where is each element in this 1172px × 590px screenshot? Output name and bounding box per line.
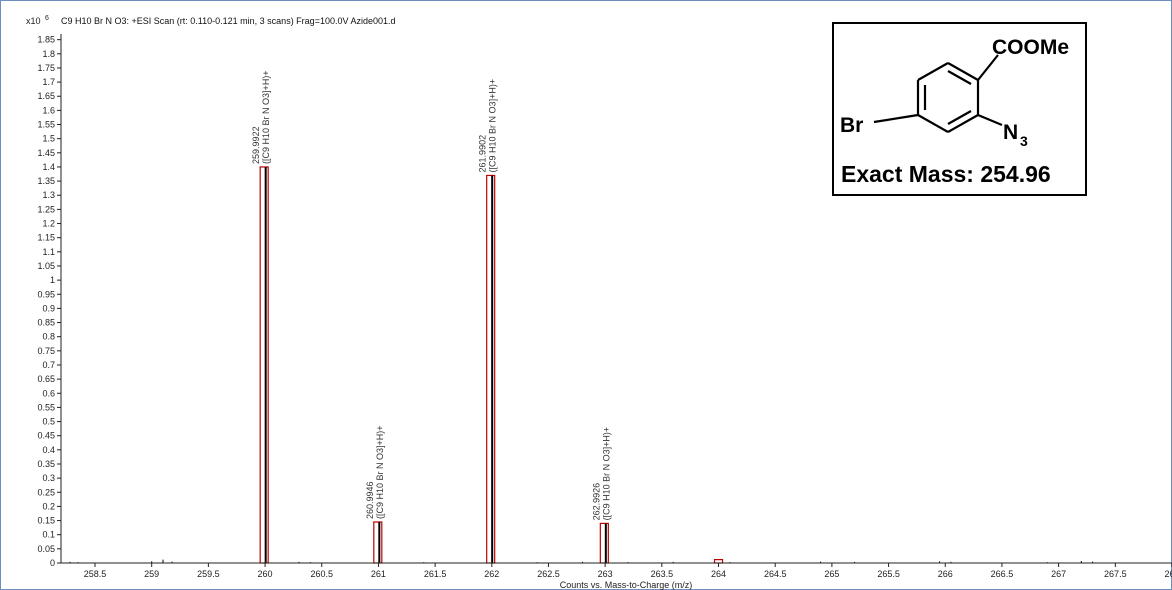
inset-frame: [832, 22, 1087, 196]
y-tick-label: 1.25: [37, 204, 55, 214]
y-tick-label: 0.75: [37, 346, 55, 356]
ester-label: COOMe: [992, 36, 1069, 59]
x-tick-label: 266: [938, 569, 953, 579]
y-tick-label: 0.15: [37, 516, 55, 526]
peak-formula-label: ([C9 H10 Br N O3]+H)+: [601, 427, 611, 521]
ring-bond: [917, 114, 949, 133]
y-tick-label: 0.8: [42, 332, 55, 342]
x-tick-label: 267.5: [1104, 569, 1127, 579]
azide-subscript: 3: [1020, 133, 1028, 149]
x-tick-label: 263: [598, 569, 613, 579]
x-tick-label: 260: [258, 569, 273, 579]
y-tick-label: 1.75: [37, 63, 55, 73]
peak-mz-label: 260.9946: [365, 481, 375, 519]
y-tick-label: 1.85: [37, 35, 55, 45]
x-tick-label: 264: [711, 569, 726, 579]
y-tick-label: 0.25: [37, 487, 55, 497]
x-tick-label: 259: [144, 569, 159, 579]
y-tick-label: 1.7: [42, 77, 55, 87]
y-tick-label: 0.85: [37, 318, 55, 328]
peak-mz-label: 262.9926: [591, 483, 601, 521]
y-tick-label: 1.6: [42, 105, 55, 115]
x-axis: 258.5 259 259.5 260 260.5 261 261.5 262 262.5 263…: [84, 563, 1172, 579]
x-tick-label: 262.5: [537, 569, 560, 579]
y-tick-label: 1.4: [42, 162, 55, 172]
y-tick-label: 0.65: [37, 374, 55, 384]
bromine-label: Br: [840, 114, 863, 137]
y-tick-label: 1.55: [37, 120, 55, 130]
ring-bond: [917, 62, 949, 81]
peak-labels: 259.9922 ([C9 H10 Br N O3]+H)+260.9946 ([C…: [251, 70, 611, 520]
y-tick-label: 0.1: [42, 530, 55, 540]
y-tick-label: 0.55: [37, 402, 55, 412]
x-tick-label: 264.5: [764, 569, 787, 579]
peak-formula-label: ([C9 H10 Br N O3]+H)+: [488, 79, 498, 173]
y-tick-label: 0: [50, 558, 55, 568]
ring-bond: [947, 114, 979, 133]
y-tick-label: 0.05: [37, 544, 55, 554]
ring-double-bond: [947, 70, 972, 85]
y-exponent: 6: [45, 15, 49, 22]
y-tick-label: 0.9: [42, 303, 55, 313]
x-tick-label: 262: [484, 569, 499, 579]
y-multiplier: x10: [26, 16, 41, 26]
ring-bond: [947, 62, 979, 81]
x-tick-label: 265: [824, 569, 839, 579]
peak-mz-label: 259.9922: [251, 126, 261, 164]
y-tick-label: 1.35: [37, 176, 55, 186]
y-tick-label: 0.7: [42, 360, 55, 370]
x-tick-label: 259.5: [197, 569, 220, 579]
benzene-ring: [873, 54, 1003, 133]
x-tick-label: 258.5: [84, 569, 107, 579]
y-axis: 0 0.05 0.1 0.15 0.2 0.25 0.3 0.35 0.4 0.45 0.5 0.55…: [37, 35, 61, 568]
y-tick-label: 0.35: [37, 459, 55, 469]
y-tick-label: 1.45: [37, 148, 55, 158]
y-tick-label: 1.2: [42, 219, 55, 229]
ring-double-bond: [947, 110, 972, 125]
y-tick-label: 0.95: [37, 289, 55, 299]
peak-formula-label: ([C9 H10 Br N O3]+H)+: [375, 425, 385, 519]
chart-title: C9 H10 Br N O3: +ESI Scan (rt: 0.110-0.1…: [61, 16, 396, 26]
x-tick-label: 261.5: [424, 569, 447, 579]
x-axis-label: Counts vs. Mass-to-Charge (m/z): [560, 580, 693, 590]
y-tick-label: 0.3: [42, 473, 55, 483]
structure-inset: COOMe Br N 3 Exact Mass: 254.96: [832, 22, 1087, 196]
y-tick-label: 0.5: [42, 417, 55, 427]
peak-formula-label: ([C9 H10 Br N O3]+H)+: [261, 70, 271, 164]
x-tick-label: 263.5: [651, 569, 674, 579]
y-tick-label: 0.6: [42, 388, 55, 398]
y-tick-label: 1.05: [37, 261, 55, 271]
y-tick-label: 1.5: [42, 134, 55, 144]
bond-to-ester: [977, 54, 999, 81]
spectrum-peaks: [264, 166, 607, 563]
x-tick-label: 268: [1164, 569, 1172, 579]
y-tick-label: 1.65: [37, 91, 55, 101]
y-tick-label: 1.3: [42, 190, 55, 200]
x-tick-label: 260.5: [310, 569, 333, 579]
bond-to-bromine: [873, 113, 919, 124]
y-tick-label: 0.45: [37, 431, 55, 441]
x-tick-label: 265.5: [877, 569, 900, 579]
x-tick-label: 267: [1051, 569, 1066, 579]
y-tick-label: 0.2: [42, 501, 55, 511]
peak-mz-label: 261.9902: [478, 135, 488, 173]
bond-to-azide: [977, 113, 1003, 127]
azide-label: N: [1003, 121, 1018, 144]
y-tick-label: 0.4: [42, 445, 55, 455]
x-tick-label: 261: [371, 569, 386, 579]
exact-mass-label: Exact Mass: 254.96: [841, 161, 1051, 187]
y-tick-label: 1.8: [42, 49, 55, 59]
y-tick-label: 1.15: [37, 233, 55, 243]
x-tick-label: 266.5: [991, 569, 1014, 579]
y-tick-label: 1.1: [42, 247, 55, 257]
y-tick-label: 1: [50, 275, 55, 285]
